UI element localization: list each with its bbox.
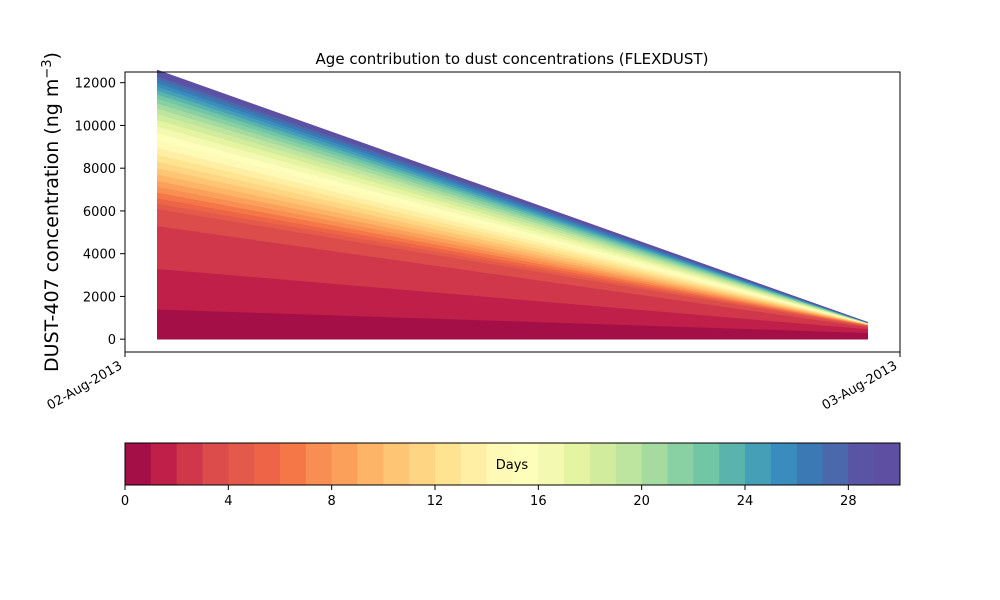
colorbar-label: Days	[496, 458, 529, 473]
colorbar-segment-0	[125, 443, 152, 485]
y-tick-label: 4000	[83, 248, 116, 263]
y-axis-label: DUST-407 concentration (ng m−3)	[40, 52, 63, 372]
colorbar-segment-10	[383, 443, 410, 485]
colorbar-segment-6	[280, 443, 307, 485]
colorbar-tick-label: 20	[633, 494, 650, 509]
colorbar-segment-16	[538, 443, 565, 485]
y-tick-label: 12000	[75, 77, 116, 92]
colorbar-ticks: 0 4 8 12 16 20 24 28	[121, 485, 857, 509]
y-axis-label-end: )	[41, 52, 63, 59]
colorbar-segment-5	[254, 443, 281, 485]
colorbar-tick-label: 0	[121, 494, 129, 509]
colorbar-segment-1	[150, 443, 178, 485]
y-axis-label-main: DUST-407 concentration (ng m	[41, 79, 63, 372]
y-axis: 0 2000 4000 6000 8000 10000 12000	[75, 77, 125, 348]
colorbar-segment-4	[228, 443, 255, 485]
colorbar-segment-19	[615, 443, 643, 485]
colorbar-frame	[124, 442, 901, 486]
colorbar-segment-17	[564, 443, 591, 485]
colorbar-segment-21	[667, 443, 694, 485]
colorbar-segment-12	[435, 443, 462, 485]
colorbar-segment-26	[796, 443, 823, 485]
colorbar-segment-13	[460, 443, 488, 485]
colorbar-tick-label: 16	[530, 494, 547, 509]
y-tick-label: 6000	[83, 205, 116, 220]
colorbar-tick-label: 8	[328, 494, 336, 509]
colorbar-segment-15	[512, 443, 539, 485]
colorbar-segment-22	[693, 443, 720, 485]
y-tick-label: 2000	[83, 290, 116, 305]
colorbar-tick-label: 24	[737, 494, 754, 509]
y-tick-label: 10000	[75, 119, 116, 134]
x-tick-label: 03-Aug-2013	[820, 358, 900, 413]
colorbar-tick-label: 28	[840, 494, 857, 509]
colorbar-segment-23	[719, 443, 746, 485]
plot-frame	[124, 71, 901, 353]
colorbar-segment-9	[357, 443, 384, 485]
colorbar-segment-3	[202, 443, 229, 485]
colorbar-segment-7	[305, 443, 333, 485]
colorbar-segment-24	[745, 443, 772, 485]
y-tick-label: 8000	[83, 162, 116, 177]
colorbar-segment-20	[641, 443, 668, 485]
chart-title: Age contribution to dust concentrations …	[316, 50, 709, 68]
colorbar-segment-8	[331, 443, 358, 485]
colorbar-segment-28	[848, 443, 875, 485]
colorbar-segment-25	[770, 443, 798, 485]
area-layers	[156, 69, 869, 340]
area-layer-day-29	[156, 69, 869, 323]
colorbar-segment-2	[176, 443, 203, 485]
colorbar-tick-label: 12	[427, 494, 444, 509]
colorbar-segment-11	[409, 443, 436, 485]
colorbar	[125, 443, 901, 485]
colorbar-segment-27	[822, 443, 849, 485]
colorbar-segment-14	[486, 443, 513, 485]
y-tick-label: 0	[108, 333, 116, 348]
y-axis-label-sup: −3	[40, 59, 55, 78]
colorbar-segment-29	[874, 443, 901, 485]
x-axis: 02-Aug-2013 03-Aug-2013	[45, 352, 901, 414]
colorbar-tick-label: 4	[224, 494, 232, 509]
colorbar-segment-18	[590, 443, 617, 485]
